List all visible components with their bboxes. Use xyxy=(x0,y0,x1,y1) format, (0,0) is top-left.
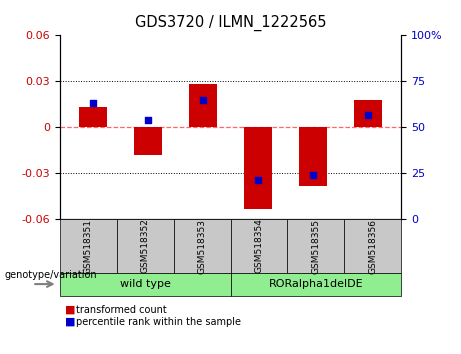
Bar xyxy=(355,100,382,127)
Text: genotype/variation: genotype/variation xyxy=(5,270,97,280)
Text: RORalpha1delDE: RORalpha1delDE xyxy=(268,279,363,289)
Bar xyxy=(299,127,327,186)
Text: GSM518352: GSM518352 xyxy=(141,218,150,274)
Text: GSM518353: GSM518353 xyxy=(198,218,207,274)
Point xyxy=(364,112,372,118)
Text: GSM518354: GSM518354 xyxy=(254,218,263,274)
Text: GSM518355: GSM518355 xyxy=(311,218,320,274)
Text: GSM518356: GSM518356 xyxy=(368,218,377,274)
Point xyxy=(89,100,97,106)
Text: GSM518351: GSM518351 xyxy=(84,218,93,274)
Point xyxy=(254,177,262,182)
Bar xyxy=(134,127,162,155)
Text: GDS3720 / ILMN_1222565: GDS3720 / ILMN_1222565 xyxy=(135,15,326,31)
Text: transformed count: transformed count xyxy=(76,305,167,315)
Bar xyxy=(79,108,106,127)
Text: ■: ■ xyxy=(65,317,75,327)
Point xyxy=(309,172,317,178)
Point xyxy=(144,117,152,122)
Text: percentile rank within the sample: percentile rank within the sample xyxy=(76,317,241,327)
Text: ■: ■ xyxy=(65,305,75,315)
Text: wild type: wild type xyxy=(120,279,171,289)
Point xyxy=(199,97,207,103)
Bar xyxy=(244,127,272,209)
Bar xyxy=(189,85,217,127)
